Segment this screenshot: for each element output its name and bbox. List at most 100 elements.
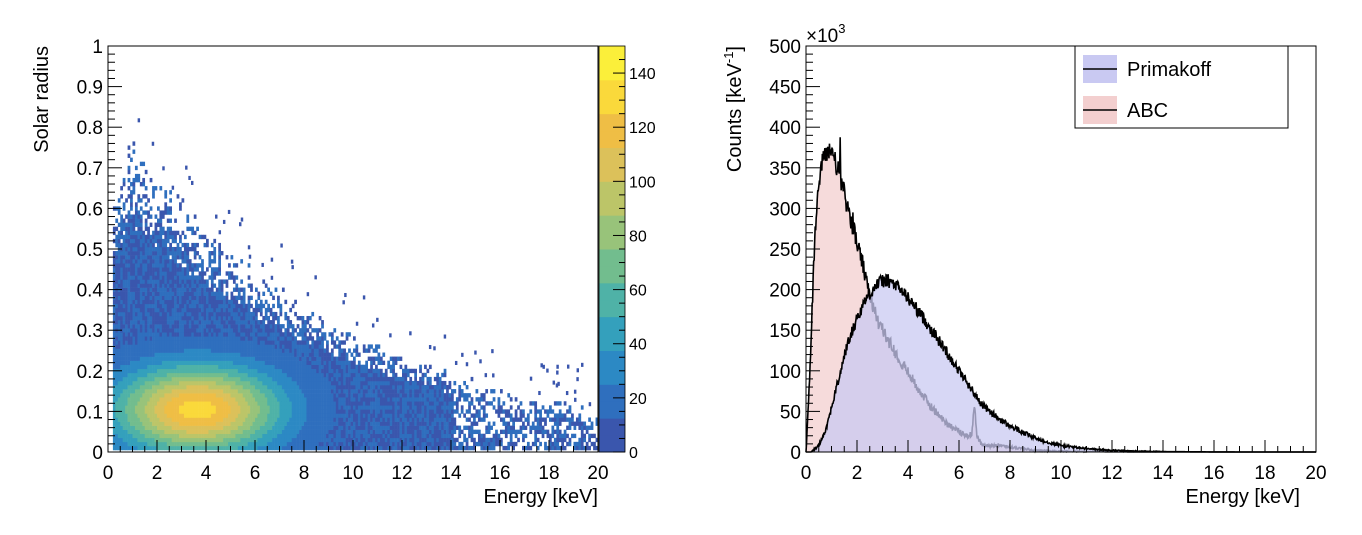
heatmap-cell [296,385,300,390]
heatmap-cell [269,405,273,410]
heatmap-cell [125,198,128,203]
heatmap-cell [122,445,126,451]
heatmap-cell [426,421,430,426]
heatmap-cell [130,230,133,236]
heatmap-cell [179,421,182,426]
heatmap-cell [203,425,207,430]
heatmap-cell [159,271,163,276]
heatmap-cell [345,413,349,418]
heatmap-cell [323,429,327,435]
heatmap-cell [311,360,315,366]
heatmap-cell [147,405,150,410]
heatmap-cell [232,344,236,349]
heatmap-cell [328,364,332,370]
heatmap-cell [406,372,410,378]
heatmap-cell [304,429,307,435]
heatmap-cell [321,368,324,374]
heatmap-cell [267,401,270,406]
heatmap-cell [198,437,202,443]
heatmap-cell [438,413,442,418]
heatmap-cell [365,433,368,439]
heatmap-cell [139,267,143,272]
heatmap-cell [353,409,356,414]
heatmap-cell [419,437,422,443]
heatmap-cell [272,303,275,309]
heatmap-cell [130,336,133,341]
heatmap-cell [210,340,214,345]
heatmap-cell [257,401,261,406]
heatmap-cell [294,445,297,451]
heatmap-cell [169,360,172,366]
heatmap-cell [279,332,283,337]
heatmap-cell [299,315,302,321]
heatmap-cell [147,389,150,394]
heatmap-cell [318,421,322,426]
heatmap-cell [264,389,268,394]
heatmap-cell [414,441,417,447]
heatmap-cell [196,315,199,321]
heatmap-cell [203,291,207,296]
heatmap-cell [210,376,214,382]
heatmap-cell [179,332,182,337]
heatmap-cell [377,409,381,414]
heatmap-cell [147,315,150,321]
heatmap-cell [252,397,256,402]
heatmap-cell [213,385,217,390]
heatmap-cell [228,393,231,398]
heatmap-cell [137,344,141,349]
heatmap-cell [144,222,148,227]
heatmap-cell [406,393,410,398]
heatmap-cell [304,336,307,341]
heatmap-cell [196,328,199,333]
heatmap-cell [365,389,368,394]
heatmap-cell [281,368,285,374]
heatmap-cell [428,429,432,435]
heatmap-cell [240,441,244,447]
heatmap-cell [196,324,199,329]
heatmap-cell [360,368,364,374]
heatmap-cell [394,401,398,406]
heatmap-cell [228,421,231,426]
heatmap-cell [323,441,327,447]
heatmap-cell [144,437,148,443]
heatmap-cell [333,417,337,422]
heatmap-cell [201,356,204,361]
heatmap-cell [240,311,244,317]
heatmap-cell [235,405,239,410]
heatmap-cell [301,340,305,345]
heatmap-cell [321,433,324,439]
heatmap-cell [257,344,261,349]
heatmap-cell [144,368,148,374]
heatmap-cell [259,397,263,402]
heatmap-cell [335,393,339,398]
heatmap-cell [196,425,199,430]
heatmap-cell [186,356,190,361]
heatmap-cell [357,364,361,370]
heatmap-cell [237,380,241,386]
heatmap-cell [350,352,354,357]
heatmap-cell [306,328,310,333]
heatmap-cell [433,425,437,430]
heatmap-cell [230,356,234,361]
heatmap-cell [237,344,241,349]
heatmap-cell [321,405,324,410]
heatmap-cell [213,376,217,382]
heatmap-cell [171,393,175,398]
heatmap-cell [196,380,199,386]
heatmap-cell [228,364,231,370]
heatmap-cell [367,344,371,349]
heatmap-cell [171,271,175,276]
heatmap-cell [161,267,165,272]
heatmap-cell [127,242,131,248]
heatmap-cell [277,397,280,402]
heatmap-cell [277,368,280,374]
heatmap-cell [255,299,258,305]
heatmap-cell [166,332,170,337]
heatmap-cell [343,397,346,402]
heatmap-cell [321,385,324,390]
heatmap-cell [122,251,126,256]
heatmap-cell [193,311,197,317]
heatmap-cell [240,376,244,382]
heatmap-cell [284,299,288,305]
heatmap-cell [142,344,146,349]
